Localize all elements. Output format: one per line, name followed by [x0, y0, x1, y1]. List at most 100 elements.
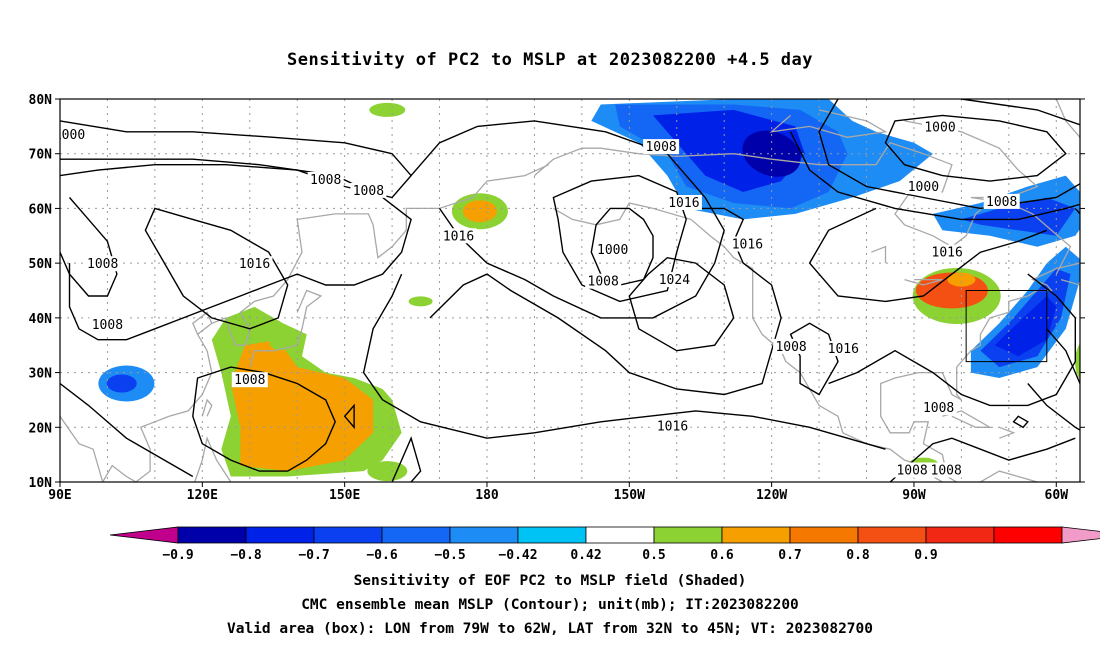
colorbar-label: 0.42 — [570, 548, 601, 563]
contour-label: 1000 — [597, 243, 628, 258]
contour-label: 1008 — [645, 140, 676, 155]
coast-taiwan — [201, 398, 213, 417]
coast-japan — [249, 289, 323, 368]
contour-label-bg — [594, 242, 631, 257]
contour-label: 1016 — [657, 420, 688, 435]
shade-dateline-orange — [462, 200, 497, 223]
colorbar-segment — [177, 526, 247, 544]
colorbar-segment — [653, 526, 723, 544]
shade-pac-green — [408, 296, 433, 307]
coast-bay-of-bengal — [60, 415, 104, 482]
contour-1000-arctic — [884, 114, 1067, 182]
shade-schina-mid — [106, 374, 137, 393]
contour-label: 1016 — [443, 229, 474, 244]
lat-label: 20N — [29, 421, 53, 436]
coast-n-america-west — [553, 202, 943, 482]
lon-label: 90W — [902, 488, 926, 503]
lon-label: 120E — [187, 488, 218, 503]
contour-label: 1000 — [908, 180, 939, 195]
map-frame — [59, 98, 1081, 483]
colorbar-label: −0.9 — [162, 548, 193, 563]
contour-1016-south — [362, 273, 886, 450]
contour-label: 1016 — [668, 196, 699, 211]
contour-1000-west — [60, 120, 413, 199]
colorbar-segment — [381, 526, 451, 544]
coast-lake-winnipeg — [871, 245, 887, 264]
contour-label-bg — [983, 193, 1020, 209]
lon-label: 60W — [1045, 488, 1069, 503]
footer-line-3: Valid area (box): LON from 79W to 62W, L… — [226, 621, 873, 637]
contour-label: 1000 — [54, 128, 85, 143]
colorbar-segment — [585, 526, 655, 544]
footer-line-1: Sensitivity of EOF PC2 to MSLP field (Sh… — [353, 573, 747, 589]
contour-label: 1008 — [896, 464, 927, 479]
shade-watl-strong — [994, 296, 1057, 357]
lat-label: 40N — [29, 312, 53, 327]
contour-1008-small-w — [60, 197, 118, 297]
colorbar-label: −0.5 — [434, 548, 465, 563]
contour-1008-west — [60, 158, 412, 341]
contour-label: 1016 — [732, 238, 763, 253]
contour-1024-pacific — [628, 256, 735, 352]
gridlines — [60, 99, 1080, 482]
contour-label: 1008 — [234, 373, 265, 388]
lon-label: 90E — [48, 488, 71, 503]
shade-ratl-orange — [1091, 312, 1100, 324]
contour-label-bg — [654, 418, 691, 434]
shade-ratl-green — [1075, 343, 1080, 380]
contour-label-bg — [894, 462, 931, 478]
lat-label: 30N — [29, 367, 53, 382]
shade-wpac-green-s — [367, 461, 408, 482]
contour-1016-siberia — [144, 207, 289, 330]
lat-label: 50N — [29, 257, 53, 272]
contour-label-bg — [440, 228, 477, 244]
lat-label: 60N — [29, 202, 53, 217]
contour-label-bg — [656, 272, 693, 288]
colorbar-label: −0.6 — [366, 548, 397, 563]
contour-label: 1008 — [310, 173, 341, 188]
contour-label: 1024 — [659, 273, 690, 288]
lat-label: 10N — [29, 476, 53, 491]
lat-label: 80N — [29, 93, 53, 108]
sensitivity-shading — [98, 99, 1100, 482]
contour-label-bg — [920, 400, 957, 416]
shade-eus-orange — [947, 272, 976, 287]
contour-label-bg — [84, 256, 121, 272]
contour-label: 1016 — [239, 257, 270, 272]
coast-cuba — [942, 410, 993, 428]
colorbar-segment — [721, 526, 791, 544]
lat-label: 70N — [29, 148, 53, 163]
coast-china — [102, 311, 213, 482]
colorbar-label: −0.7 — [298, 548, 329, 563]
colorbar-label: −0.42 — [498, 548, 537, 563]
shade-arctic-peak — [742, 130, 801, 177]
contour-label: 1008 — [775, 340, 806, 355]
contour-label-bg — [905, 179, 942, 195]
contour-label: 1008 — [92, 318, 123, 333]
contour-small-carib — [1012, 415, 1029, 429]
contour-label: 1016 — [828, 342, 859, 357]
contour-label: 1000 — [924, 121, 955, 136]
lon-label: 150W — [614, 488, 645, 503]
contour-s-pac — [391, 436, 422, 482]
contour-label: 1008 — [986, 195, 1017, 210]
contour-label: 1008 — [353, 184, 384, 199]
contour-1016-atlantic — [1027, 383, 1080, 431]
valid-area-rect — [965, 290, 1048, 363]
map-title: Sensitivity of PC2 to MSLP at 2023082200… — [286, 50, 813, 70]
contour-small-pac — [343, 403, 355, 430]
colorbar-segment — [789, 526, 859, 544]
lon-label: 150E — [329, 488, 360, 503]
contour-label-bg — [350, 182, 387, 198]
contour-1016-pacific — [410, 120, 725, 319]
colorbar: −0.9 −0.8 −0.7 −0.6 −0.5 −0.42 0.42 0.5 0.6 0.7 0.… — [109, 526, 1100, 563]
contour-1008-caribbean — [889, 437, 1076, 482]
contour-label-bg — [585, 273, 622, 289]
contour-label-bg — [236, 256, 273, 272]
contour-label: 1008 — [923, 401, 954, 416]
colorbar-segment — [313, 526, 383, 544]
contour-label-bg — [60, 127, 88, 143]
colorbar-label: 0.8 — [846, 548, 870, 563]
colorbar-label: 0.7 — [778, 548, 801, 563]
